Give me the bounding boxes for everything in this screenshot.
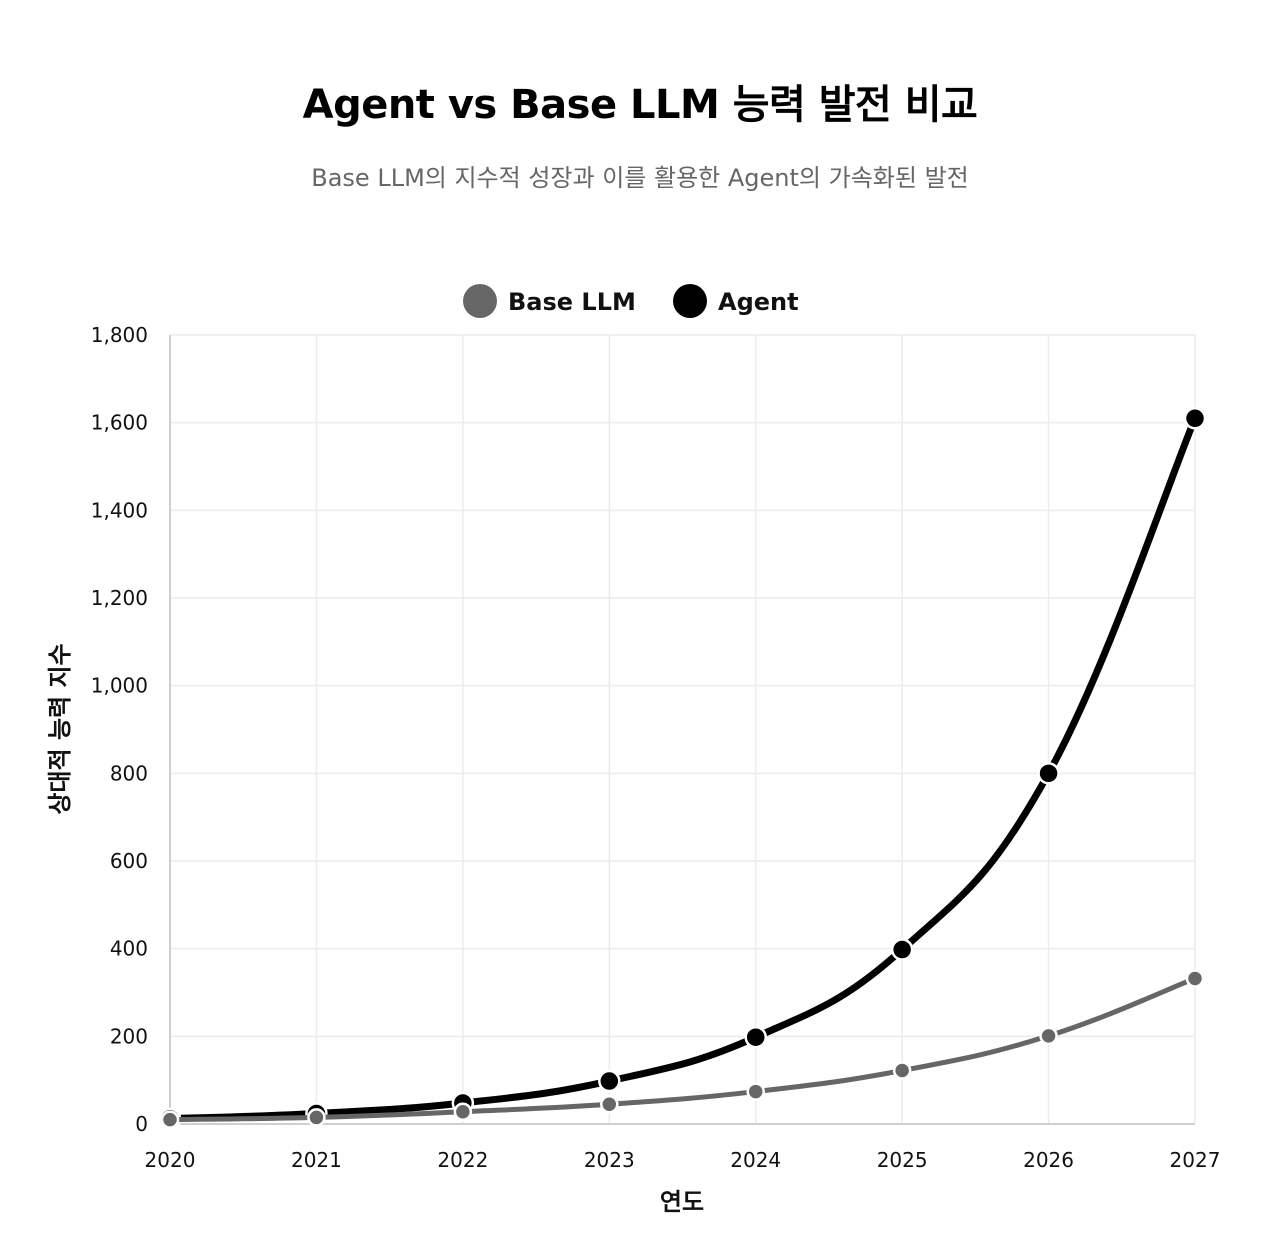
legend-item-agent[interactable]: Agent [673,284,799,318]
y-axis-title: 상대적 능력 지수 [46,643,74,814]
x-tick-label: 2020 [145,1148,196,1172]
data-point-agent-2024[interactable] [744,1025,767,1049]
data-point-agent-2027[interactable] [1183,407,1207,430]
x-tick-label: 2023 [584,1148,635,1172]
x-axis-title: 연도 [660,1188,704,1216]
y-tick-label: 400 [110,937,148,961]
x-tick-label: 2025 [877,1148,928,1172]
legend-label: Base LLM [508,288,636,316]
x-tick-label: 2024 [730,1148,781,1172]
y-tick-label: 200 [110,1024,148,1048]
data-point-base-llm-2024[interactable] [746,1082,765,1101]
data-point-agent-2023[interactable] [598,1069,621,1093]
y-tick-label: 1,600 [91,411,148,435]
y-tick-label: 1,200 [91,586,148,610]
data-point-base-llm-2022[interactable] [453,1102,473,1121]
chart-title: Agent vs Base LLM 능력 발전 비교 [302,82,978,128]
chart-subtitle: Base LLM의 지수적 성장과 이를 활용한 Agent의 가속화된 발전 [311,164,969,192]
axis-layer: 0 200 400 600 800 1,000 1,200 1,400 1,600 1,800 20… [91,323,1221,1172]
legend-item-base-llm[interactable]: Base LLM [463,284,636,318]
series-layer [158,407,1207,1130]
grid-layer [170,334,1196,1124]
data-point-base-llm-2025[interactable] [892,1061,912,1080]
data-point-base-llm-2021[interactable] [307,1108,326,1127]
data-point-base-llm-2020[interactable] [160,1110,180,1129]
data-point-base-llm-2023[interactable] [600,1095,619,1114]
data-point-agent-2025[interactable] [890,938,914,961]
x-tick-label: 2022 [437,1148,488,1172]
x-tick-label: 2027 [1170,1148,1221,1172]
y-tick-label: 800 [110,761,148,785]
data-point-base-llm-2026[interactable] [1039,1026,1058,1046]
series-line-base-llm [167,975,1198,1123]
y-tick-label: 1,000 [91,674,148,698]
series-line-agent [166,414,1199,1123]
legend[interactable]: Base LLM Agent [463,284,799,318]
data-point-base-llm-2027[interactable] [1185,969,1205,988]
legend-label: Agent [718,288,799,316]
legend-swatch [463,284,497,318]
x-tick-label: 2021 [291,1148,342,1172]
x-tick-label: 2026 [1023,1148,1074,1172]
data-point-agent-2026[interactable] [1037,762,1060,785]
y-tick-label: 1,800 [91,323,148,347]
y-tick-label: 0 [135,1112,148,1136]
y-tick-label: 1,400 [91,498,148,522]
y-tick-label: 600 [110,849,148,873]
legend-swatch [673,284,707,318]
